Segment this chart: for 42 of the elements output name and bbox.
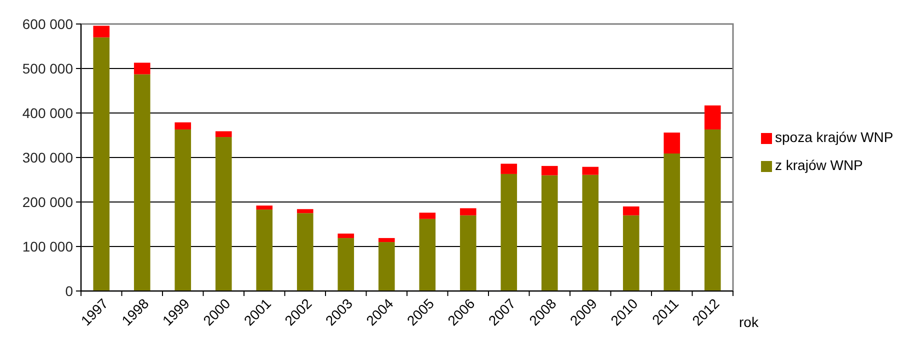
bar (460, 215, 476, 291)
bar (296, 209, 314, 214)
bar (622, 206, 640, 216)
y-tick-label: 200 000 (22, 194, 74, 210)
y-tick-label: 500 000 (22, 60, 74, 76)
bar (338, 238, 354, 291)
bar (93, 37, 110, 291)
bar (296, 213, 314, 291)
bar (664, 153, 680, 291)
bar (460, 208, 476, 216)
bar (174, 122, 192, 130)
bar (582, 166, 599, 175)
bar (378, 242, 395, 291)
x-axis-title: rok (739, 314, 760, 330)
bar (93, 26, 110, 38)
bar (582, 174, 599, 291)
bar (541, 175, 558, 291)
bar (338, 234, 354, 238)
bar (256, 206, 273, 210)
legend-label: spoza krajów WNP (775, 129, 894, 145)
y-tick-label: 400 000 (22, 104, 74, 121)
bar (215, 131, 232, 138)
bar (704, 105, 721, 130)
bar (500, 164, 518, 174)
bar (419, 218, 436, 291)
bar (174, 129, 192, 291)
bar (134, 62, 150, 74)
bar (704, 129, 721, 291)
bar (378, 238, 395, 242)
bar (500, 174, 518, 291)
bar (134, 74, 150, 291)
bar (419, 212, 436, 219)
bar (664, 132, 680, 154)
bar (256, 210, 273, 291)
y-tick-label: 300 000 (22, 149, 74, 166)
y-tick-label: 100 000 (22, 238, 74, 254)
bar (541, 166, 558, 176)
y-tick-label: 0 (65, 282, 74, 299)
bar (215, 137, 232, 291)
legend-label: z krajów WNP (775, 157, 863, 173)
bar (622, 215, 640, 291)
y-tick-label: 600 000 (22, 16, 74, 32)
